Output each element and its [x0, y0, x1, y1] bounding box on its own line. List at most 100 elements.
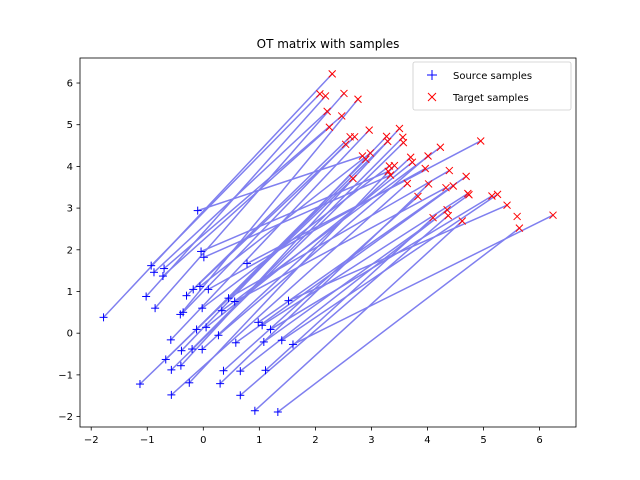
- source-point-19: [189, 285, 198, 294]
- source-point-24: [198, 304, 207, 313]
- y-tick-label-8: 6: [67, 79, 73, 90]
- target-point-9: [349, 174, 357, 183]
- source-point-36: [236, 367, 245, 376]
- target-point-5: [337, 112, 346, 120]
- source-point-20: [192, 325, 201, 334]
- y-tick-label-7: 5: [67, 120, 73, 131]
- target-point-39: [458, 217, 467, 225]
- source-point-22: [195, 282, 204, 291]
- legend: Source samples Target samples: [412, 61, 572, 111]
- target-point-48: [515, 224, 524, 232]
- target-point-2: [323, 107, 332, 116]
- target-point-43: [476, 137, 485, 145]
- source-point-17: [185, 378, 194, 387]
- target-point-33: [436, 143, 445, 152]
- ot-line-21: [197, 155, 363, 212]
- ot-line-3: [150, 93, 321, 267]
- ot-lines-layer: [102, 73, 554, 413]
- source-point-26: [199, 253, 208, 262]
- x-tick-label-8: 6: [536, 435, 542, 446]
- source-point-39: [250, 406, 259, 415]
- target-point-10: [350, 132, 359, 141]
- y-tick-label-3: 1: [67, 287, 73, 298]
- target-point-37: [445, 166, 454, 175]
- ot-line-20: [196, 158, 367, 330]
- source-point-42: [259, 337, 268, 346]
- source-point-5: [151, 304, 160, 313]
- ot-line-45: [277, 227, 520, 413]
- ot-line-46: [281, 193, 498, 341]
- source-point-8: [161, 355, 170, 364]
- source-point-33: [224, 294, 233, 303]
- target-point-20: [386, 171, 395, 180]
- target-point-17: [383, 137, 392, 146]
- source-point-47: [284, 296, 293, 305]
- source-point-10: [167, 365, 176, 374]
- target-point-29: [421, 164, 430, 173]
- ot-line-17: [188, 165, 395, 384]
- target-point-36: [444, 211, 453, 220]
- source-point-43: [261, 366, 270, 375]
- target-point-6: [340, 89, 348, 98]
- target-point-47: [513, 212, 522, 221]
- source-point-16: [182, 291, 191, 300]
- target-point-32: [429, 213, 437, 222]
- source-point-4: [149, 268, 158, 277]
- ot-line-44: [270, 195, 493, 331]
- legend-source-label: Source samples: [453, 71, 532, 82]
- source-point-38: [243, 259, 252, 268]
- target-point-11: [354, 95, 362, 104]
- ot-line-4: [153, 110, 328, 273]
- target-point-14: [365, 126, 374, 134]
- target-point-49: [549, 211, 557, 220]
- chart-title: OT matrix with samples: [257, 37, 400, 51]
- target-point-45: [493, 190, 502, 199]
- target-point-40: [462, 172, 471, 181]
- source-point-41: [258, 321, 267, 330]
- source-point-14: [177, 346, 186, 355]
- ot-line-38: [246, 140, 482, 265]
- x-tick-label-5: 3: [368, 435, 374, 446]
- source-point-23: [197, 247, 206, 256]
- source-point-3: [147, 261, 156, 270]
- ot-line-13: [180, 127, 401, 367]
- plot-frame: [79, 57, 577, 428]
- target-point-21: [390, 161, 399, 170]
- ot-line-23: [200, 170, 389, 253]
- source-point-9: [166, 335, 175, 344]
- source-point-44: [266, 325, 275, 334]
- ot-line-33: [228, 169, 450, 299]
- ot-line-18: [191, 136, 404, 350]
- source-point-25: [198, 345, 207, 354]
- source-point-27: [202, 323, 211, 332]
- source-point-32: [219, 366, 228, 375]
- x-tick-label-3: 1: [256, 435, 262, 446]
- legend-source-marker-icon: [427, 70, 437, 80]
- target-point-30: [424, 152, 432, 160]
- target-point-46: [503, 201, 511, 210]
- target-point-3: [325, 123, 334, 132]
- source-point-0: [99, 313, 108, 322]
- target-point-34: [442, 183, 450, 192]
- legend-box: [412, 61, 572, 111]
- ot-line-39: [254, 220, 463, 412]
- target-point-31: [424, 180, 433, 188]
- source-point-46: [277, 336, 286, 345]
- ot-line-19: [192, 136, 356, 290]
- source-point-31: [217, 306, 226, 315]
- ot-line-41: [261, 192, 469, 326]
- source-point-1: [135, 380, 144, 389]
- source-point-11: [167, 390, 176, 399]
- target-point-13: [361, 155, 370, 164]
- target-point-25: [403, 179, 412, 188]
- source-point-34: [230, 297, 239, 306]
- source-point-35: [231, 338, 240, 347]
- y-tick-label-5: 3: [67, 204, 73, 215]
- source-point-2: [142, 292, 151, 301]
- source-point-28: [204, 285, 213, 294]
- source-point-6: [158, 272, 167, 281]
- ot-line-34: [234, 187, 447, 303]
- source-point-29: [214, 331, 223, 340]
- target-point-4: [328, 69, 337, 78]
- axes-layer: −2 −1 0 1 2 3 4 5 6 −2 −1 0 1 2 3 4 5 6: [58, 79, 543, 446]
